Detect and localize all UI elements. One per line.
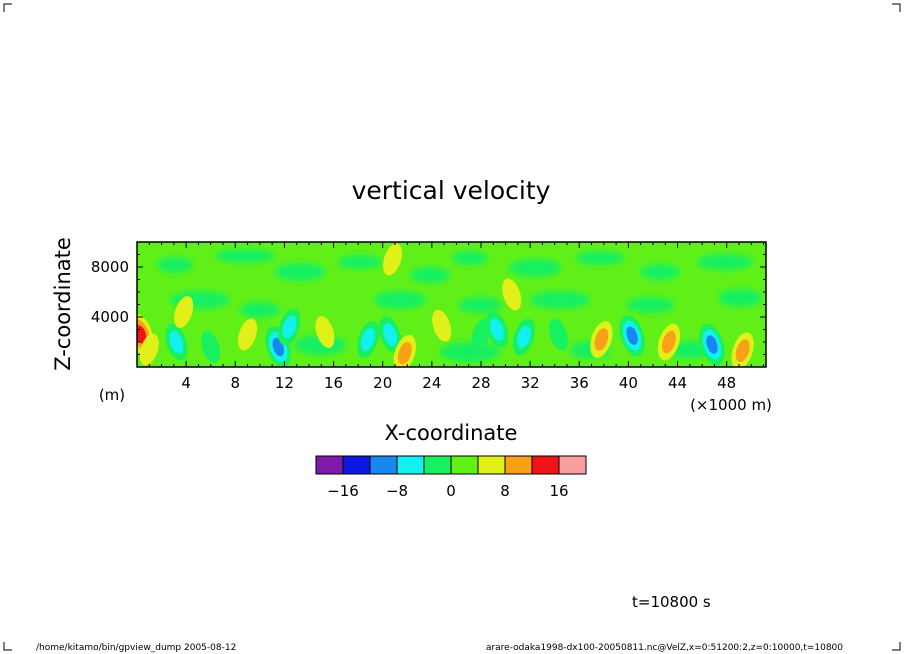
velocity-feature — [139, 333, 159, 366]
contour-level — [315, 316, 335, 348]
contour-level — [397, 341, 412, 365]
colorbar-tick-label: 16 — [549, 482, 568, 500]
x-tick-label: 32 — [521, 374, 540, 392]
x-tick-label: 28 — [471, 374, 490, 392]
background-texture — [157, 249, 762, 362]
contour-level — [201, 331, 221, 363]
velocity-feature — [502, 278, 522, 311]
contour-level — [471, 318, 491, 351]
y-tick-label: 8000 — [91, 258, 129, 276]
x-axis-unit: (×1000 m) — [690, 396, 772, 414]
colorbar-swatch — [477, 455, 506, 475]
velocity-feature — [174, 296, 194, 328]
contour-level — [706, 335, 718, 354]
colorbar-swatch — [369, 455, 398, 475]
colorbar-tick-label: 0 — [446, 482, 456, 500]
velocity-feature — [278, 308, 301, 346]
x-tick-label: 40 — [619, 374, 638, 392]
colorbar-swatch — [450, 455, 479, 475]
colorbar-swatch — [315, 455, 344, 475]
contour-level — [548, 318, 568, 351]
velocity-feature — [315, 316, 335, 348]
x-tick-label: 44 — [668, 374, 687, 392]
contour-level — [662, 330, 676, 354]
contour-level — [594, 328, 609, 351]
x-tick-label: 4 — [181, 374, 191, 392]
x-axis-label: X-coordinate — [385, 421, 518, 445]
y-axis-label: Z-coordinate — [51, 237, 75, 371]
time-annotation: t=10800 s — [632, 593, 711, 611]
y-tick-label: 4000 — [91, 308, 129, 326]
contour-level — [282, 315, 297, 339]
velocity-feature — [619, 314, 645, 357]
colorbar-tick-label: −8 — [386, 482, 408, 500]
corner-marks — [3, 3, 901, 651]
colorbar-swatch — [558, 455, 587, 475]
y-axis: 4000 8000 — [91, 254, 766, 355]
colorbar-swatch — [531, 455, 560, 475]
contour-level — [490, 318, 504, 341]
velocity-feature — [201, 331, 221, 363]
plot-area — [137, 242, 766, 367]
contour-level — [502, 278, 522, 311]
velocity-feature — [657, 323, 681, 361]
velocity-feature — [471, 318, 491, 351]
contour-level — [383, 323, 397, 346]
x-tick-label: 36 — [570, 374, 589, 392]
footer-left: /home/kitamo/bin/gpview_dump 2005-08-12 — [36, 643, 236, 653]
x-tick-label: 48 — [717, 374, 736, 392]
contour-level — [432, 309, 452, 342]
x-tick-label: 24 — [422, 374, 441, 392]
contour-level — [382, 243, 403, 276]
contour-level — [735, 339, 750, 363]
contour-level — [169, 330, 184, 354]
velocity-feature — [356, 321, 380, 358]
velocity-feature — [378, 316, 402, 353]
contour-level — [361, 328, 375, 351]
colorbar: −16 −8 0 8 16 — [315, 455, 587, 500]
velocity-feature — [590, 321, 613, 358]
y-axis-unit: (m) — [99, 386, 125, 404]
velocity-feature — [731, 332, 754, 367]
velocity-feature — [165, 323, 188, 361]
x-tick-label: 16 — [324, 374, 343, 392]
colorbar-swatch — [396, 455, 425, 475]
colorbar-tick-label: −16 — [327, 482, 359, 500]
velocity-feature — [699, 323, 725, 366]
velocity-feature — [393, 334, 416, 367]
velocity-feature — [382, 243, 403, 276]
contour-level — [139, 333, 159, 366]
x-tick-label: 20 — [373, 374, 392, 392]
contour-level — [238, 318, 258, 351]
colorbar-swatch — [342, 455, 371, 475]
x-tick-label: 12 — [275, 374, 294, 392]
velocity-contours — [137, 243, 754, 367]
colorbar-swatch — [423, 455, 452, 475]
chart-title: vertical velocity — [352, 176, 551, 205]
velocity-feature — [238, 318, 258, 351]
velocity-feature — [512, 318, 536, 356]
velocity-feature — [548, 318, 568, 351]
x-axis: 4 8 12 16 20 24 28 32 36 40 44 48 — [148, 242, 765, 392]
contour-level — [626, 326, 638, 346]
contour-level — [174, 296, 194, 328]
colorbar-swatch — [504, 455, 533, 475]
velocity-feature — [432, 309, 452, 342]
colorbar-tick-label: 8 — [500, 482, 510, 500]
footer-right: arare-odaka1998-dx100-20050811.nc@VelZ,x… — [486, 643, 843, 653]
contour-level — [517, 325, 531, 349]
velocity-feature — [485, 311, 509, 348]
x-tick-label: 8 — [231, 374, 241, 392]
